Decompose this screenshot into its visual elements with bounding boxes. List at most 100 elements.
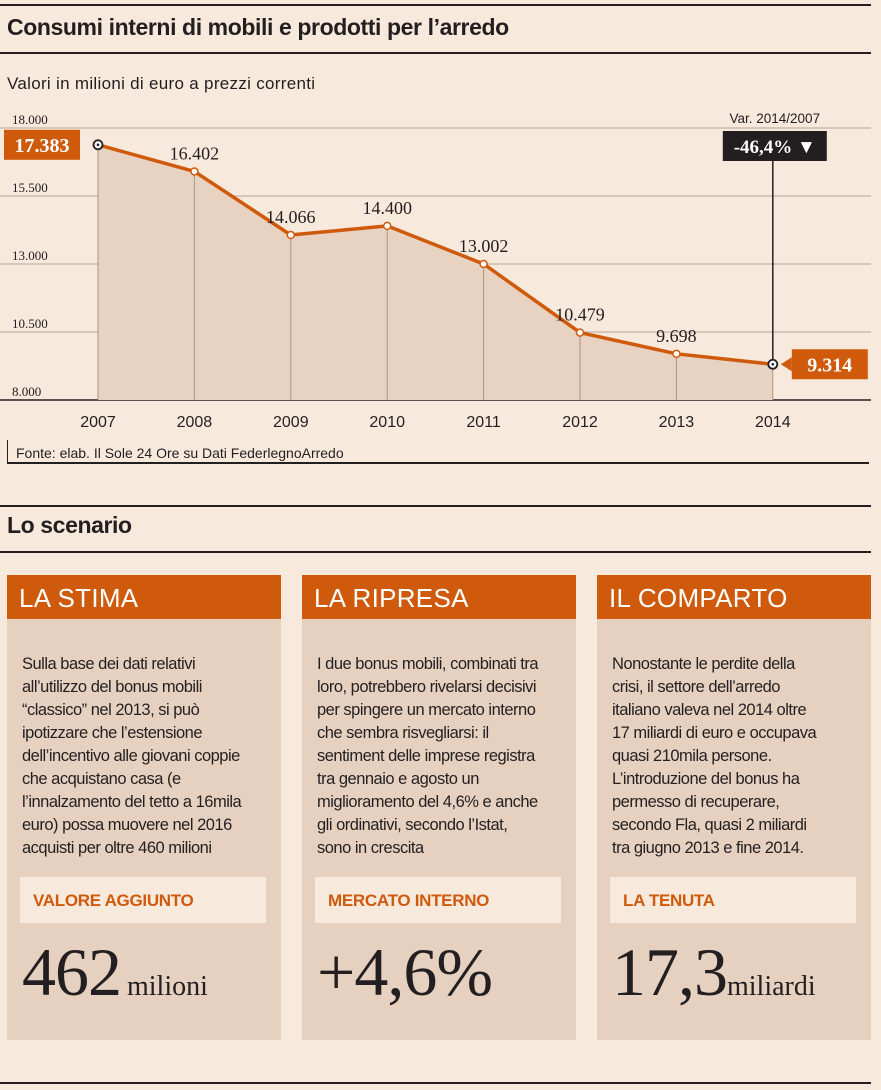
y-tick-label: 13.000 <box>12 248 48 263</box>
section-title-rule <box>0 551 871 553</box>
y-tick-label: 18.000 <box>12 112 48 127</box>
x-tick-label: 2008 <box>177 414 213 431</box>
line-area-chart: 16.402 14.066 14.400 13.002 10.479 9.698 17.38… <box>0 111 871 431</box>
card-tab-label: MERCATO INTERNO <box>328 891 490 910</box>
card-value: 17,3 <box>612 934 728 1010</box>
card-line: euro) possa muovere nel 2016 <box>22 816 232 834</box>
annotation-label: Var. 2014/2007 <box>730 111 821 126</box>
annotation-value: -46,4% ▼ <box>734 137 816 158</box>
x-tick-label: 2010 <box>369 414 405 431</box>
card-body: Nonostante le perdite della crisi, il se… <box>612 653 864 860</box>
data-point <box>672 349 681 359</box>
x-tick-label: 2007 <box>80 414 116 431</box>
x-tick-label: 2014 <box>755 414 791 431</box>
card-line: Nonostante le perdite della <box>612 655 795 673</box>
data-point <box>190 167 199 176</box>
card-tab-label: LA TENUTA <box>623 891 715 910</box>
card-line: miglioramento del 4,6% e anche <box>317 793 538 811</box>
card-body: Sulla base dei dati relativi all’utilizz… <box>22 653 274 860</box>
y-tick-label: 8.000 <box>12 384 41 399</box>
card-line: loro, potrebbero rivelarsi decisivi <box>317 678 537 696</box>
card-line: sono in crescita <box>317 839 424 857</box>
chart-y-tick-labels: 8.000 10.500 13.000 15.500 18.000 <box>12 112 48 399</box>
data-label: 14.400 <box>362 198 412 218</box>
data-point-center <box>96 143 100 147</box>
data-label: 16.402 <box>170 143 220 163</box>
chart-x-tick-labels: 2007 2008 2009 2010 2011 2012 2013 2014 <box>80 414 790 431</box>
chart-data-labels: 16.402 14.066 14.400 13.002 10.479 9.698 17.38… <box>4 129 868 380</box>
top-rule <box>0 4 871 6</box>
data-label: 10.479 <box>555 305 605 325</box>
card-line: permesso di recuperare, <box>612 793 780 811</box>
card-line: tra gennaio e agosto un <box>317 770 479 788</box>
annotation-box <box>722 131 827 161</box>
x-tick-label: 2012 <box>562 414 598 431</box>
card-line: crisi, il settore dell’arredo <box>612 678 780 696</box>
data-label: 17.383 <box>15 135 70 157</box>
title-rule <box>0 52 871 54</box>
card-body: I due bonus mobili, combinati tra loro, … <box>317 653 569 860</box>
data-label-pointer <box>780 357 792 372</box>
data-point <box>479 259 488 269</box>
chart-subtitle: Valori in milioni di euro a prezzi corre… <box>7 74 316 93</box>
card-line: per spingere un mercato interno <box>317 701 536 719</box>
card-line: 17 miliardi di euro e occupava <box>612 724 817 742</box>
card-line: sentiment delle imprese registra <box>317 747 535 765</box>
card-line: gli ordinativi, secondo l’Istat, <box>317 816 508 834</box>
y-tick-label: 15.500 <box>12 180 48 195</box>
card-line: “classico” nel 2013, si può <box>22 701 200 719</box>
y-tick-label: 10.500 <box>12 316 48 331</box>
chart-points <box>92 139 779 370</box>
data-label-box <box>4 129 80 160</box>
card-line: che sembra risvegliarsi: il <box>317 724 489 742</box>
card-line: dell’incentivo alle giovani coppie <box>22 747 240 765</box>
chart-source: Fonte: elab. Il Sole 24 Ore su Dati Fede… <box>7 440 869 464</box>
chart-series-line <box>97 143 773 366</box>
card-value: +4,6% <box>317 934 493 1010</box>
card-title: IL COMPARTO <box>597 575 871 619</box>
data-label-first: 17.383 <box>4 129 80 160</box>
card-line: che acquistano casa (e <box>22 770 181 788</box>
card-figure: +4,6% <box>317 933 498 1012</box>
bottom-rule <box>0 1082 871 1084</box>
data-label: 13.002 <box>459 236 509 256</box>
card-line: all’utilizzo del bonus mobili <box>22 678 202 696</box>
chart-area-fill <box>98 144 773 400</box>
card-line: italiano valeva nel 2014 oltre <box>612 701 807 719</box>
x-tick-label: 2013 <box>659 414 695 431</box>
data-label: 14.066 <box>266 207 316 227</box>
card-figure: 462 milioni <box>22 933 208 1012</box>
section-title: Lo scenario <box>7 512 132 538</box>
card-la-ripresa: LA RIPRESA I due bonus mobili, combinati… <box>302 575 576 1040</box>
card-line: Sulla base dei dati relativi <box>22 655 196 673</box>
card-unit: milioni <box>127 971 208 1002</box>
x-tick-label: 2011 <box>466 414 501 431</box>
data-point-center <box>771 362 775 366</box>
card-tab: VALORE AGGIUNTO <box>20 877 266 923</box>
data-point <box>382 221 392 231</box>
card-la-stima: LA STIMA Sulla base dei dati relativi al… <box>7 575 281 1040</box>
data-point <box>286 230 296 240</box>
page-title: Consumi interni di mobili e prodotti per… <box>7 14 509 40</box>
data-label: 9.698 <box>656 326 697 346</box>
data-label: 9.314 <box>807 354 852 376</box>
card-il-comparto: IL COMPARTO Nonostante le perdite della … <box>597 575 871 1040</box>
card-line: tra giugno 2013 e fine 2014. <box>612 839 804 857</box>
card-line: L’introduzione del bonus ha <box>612 770 800 788</box>
card-unit: miliardi <box>727 971 816 1002</box>
card-figure: 17,3miliardi <box>612 933 816 1012</box>
data-label-box <box>791 349 868 380</box>
card-title: LA RIPRESA <box>302 575 576 619</box>
card-tab: LA TENUTA <box>610 877 856 923</box>
data-point <box>575 328 585 337</box>
card-line: secondo Fla, quasi 2 miliardi <box>612 816 807 834</box>
card-tab-label: VALORE AGGIUNTO <box>33 891 194 910</box>
card-line: ipotizzare che l’estensione <box>22 724 203 742</box>
card-title: LA STIMA <box>7 575 281 619</box>
card-line: I due bonus mobili, combinati tra <box>317 655 539 673</box>
card-line: l’innalzamento del tetto a 16mila <box>22 793 242 811</box>
card-tab: MERCATO INTERNO <box>315 877 561 923</box>
chart-annotation: Var. 2014/2007 -46,4% ▼ <box>722 111 827 360</box>
x-tick-label: 2009 <box>273 414 309 431</box>
chart-drop-lines <box>97 144 774 400</box>
